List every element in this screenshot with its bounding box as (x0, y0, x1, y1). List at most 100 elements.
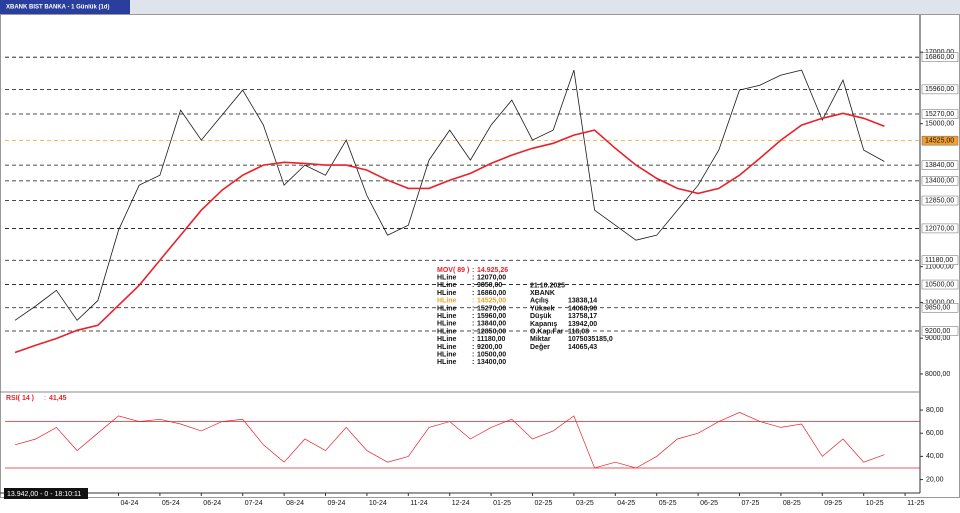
x-tick-label: 08-25 (783, 500, 801, 507)
x-tick-label: 09-25 (824, 500, 842, 507)
legend-hline-value: 9200,00 (477, 344, 502, 351)
legend-hline-name: HLine (437, 305, 457, 312)
rsi-tick-label: 60,00 (926, 430, 944, 437)
rsi-tick-label: 80,00 (926, 407, 944, 414)
info-key: Açılış (530, 298, 549, 305)
hline-label-box (921, 52, 959, 62)
rsi-tick-label: 20,00 (926, 476, 944, 483)
y-tick-label: 11000,00 (925, 264, 954, 271)
hline-label: 12850,00 (925, 197, 954, 204)
frame (0, 14, 960, 498)
hline-label: 10500,00 (925, 281, 954, 288)
info-value: 13942,00 (568, 321, 597, 328)
info-value: 13838,14 (568, 298, 597, 305)
info-symbol: XBANK (530, 290, 555, 297)
legend-hline-value: 13400,00 (477, 359, 506, 366)
legend-hline-sep: : (472, 275, 474, 282)
legend-hline-sep: : (472, 313, 474, 320)
price-line (14, 69, 885, 321)
x-tick-label: 11-25 (907, 500, 924, 507)
hline-label: 15960,00 (925, 86, 954, 93)
hline-label-box (921, 84, 959, 95)
x-tick-label: 07-25 (742, 500, 760, 507)
x-tick-label: 10-24 (369, 500, 387, 507)
x-tick-label: 01-25 (493, 500, 511, 507)
hline-label-box (921, 303, 959, 313)
legend-hline-value: 12070,00 (477, 275, 506, 282)
rsi-line (14, 412, 885, 469)
info-key: Değer (530, 344, 550, 351)
info-date: 21.10.2025 (530, 282, 565, 289)
legend-hline-name: HLine (437, 298, 457, 305)
legend-hline-sep: : (472, 359, 474, 366)
y-tick-label: 8000,00 (925, 371, 950, 378)
legend-hline-sep: : (472, 305, 474, 312)
legend-hline-sep: : (472, 336, 474, 343)
legend-hline-sep: : (472, 328, 474, 335)
rsi-name: RSI( 14 ) (6, 395, 34, 402)
x-tick-label: 05-24 (162, 500, 180, 507)
hline-label: 14525,00 (925, 137, 954, 144)
info-value: 14068,90 (568, 305, 597, 312)
legend-hline-name: HLine (437, 352, 457, 359)
hline-label-box (921, 195, 959, 206)
hline-label-box (921, 279, 959, 290)
legend-hline-name: HLine (437, 344, 457, 351)
rsi-value: 41,45 (49, 395, 67, 402)
legend-hline-value: 9850,00 (477, 282, 502, 289)
x-tick-label: 06-24 (203, 500, 221, 507)
legend-hline-value: 10500,00 (477, 352, 506, 359)
hline-label: 16860,00 (925, 54, 954, 61)
legend-hline-name: HLine (437, 290, 457, 297)
legend-hline-sep: : (472, 352, 474, 359)
info-key: Düşük (530, 313, 552, 320)
legend-hline-value: 12850,00 (477, 328, 506, 335)
legend-hline-sep: : (472, 282, 474, 289)
hline-label-box (921, 223, 959, 234)
x-tick-label: 04-24 (121, 500, 139, 507)
legend-mov-sep: : (472, 267, 474, 274)
legend-hline-sep: : (472, 321, 474, 328)
x-tick-label: 12-24 (452, 500, 470, 507)
info-value: 1075035185,0 (568, 336, 613, 343)
y-tick-label: 9000,00 (925, 335, 950, 342)
status-box (4, 488, 88, 499)
info-value: 118,08 (568, 329, 589, 336)
legend-hline-sep: : (472, 298, 474, 305)
hline-label: 11180,00 (925, 257, 953, 264)
x-tick-label: 03-25 (576, 500, 594, 507)
x-tick-label: 09-24 (328, 500, 346, 507)
legend-hline-name: HLine (437, 282, 457, 289)
hline-label-box (921, 255, 959, 265)
x-tick-label: 08-24 (286, 500, 304, 507)
info-value: 13758,17 (568, 313, 597, 320)
legend-hline-name: HLine (437, 313, 457, 320)
legend-hline-name: HLine (437, 321, 457, 328)
hline-label: 9850,00 (925, 305, 950, 312)
x-tick-label: 07-24 (245, 500, 263, 507)
legend-hline-value: 11180,00 (477, 336, 506, 343)
x-tick-label: 04-25 (617, 500, 635, 507)
legend-hline-name: HLine (437, 336, 457, 343)
legend-hline-value: 14525,00 (477, 298, 506, 305)
hline-label-box (921, 160, 959, 170)
moving-average (14, 112, 885, 354)
legend-hline-name: HLine (437, 359, 457, 366)
x-tick-label: 10-25 (866, 500, 884, 507)
x-tick-label: 11-24 (410, 500, 427, 507)
title-tab (0, 0, 130, 14)
x-tick-label: 02-25 (535, 500, 553, 507)
legend-hline-value: 15270,00 (477, 305, 506, 312)
hline-label: 9200,00 (925, 328, 950, 335)
legend-hline-name: HLine (437, 275, 457, 282)
hline-label: 12070,00 (925, 225, 954, 232)
hline-label-box (921, 109, 959, 119)
hline-label: 13840,00 (925, 162, 954, 169)
info-key: Yüksek (530, 305, 555, 312)
status-text: 13.942,00 - 0 - 18:10:11 (7, 491, 81, 498)
hline-label: 15270,00 (925, 111, 954, 118)
y-tick-label: 10000,00 (925, 299, 954, 306)
info-key: O.Kap.Far (530, 329, 564, 336)
rsi-sep: : (44, 395, 46, 402)
